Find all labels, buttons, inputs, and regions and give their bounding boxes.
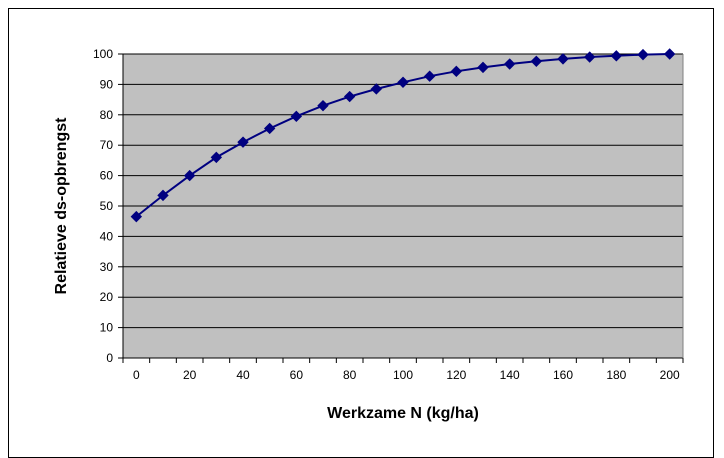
data-point-marker bbox=[503, 58, 516, 70]
data-point-marker bbox=[583, 51, 596, 63]
y-tick-label: 40 bbox=[100, 229, 114, 243]
y-axis-title: Relatieve ds-opbrengst bbox=[53, 117, 70, 295]
y-tick-label: 60 bbox=[100, 169, 114, 183]
data-point-marker bbox=[610, 50, 623, 62]
x-tick-label: 20 bbox=[183, 368, 197, 382]
y-tick-label: 30 bbox=[100, 260, 114, 274]
data-point-marker bbox=[183, 169, 196, 182]
x-tick-label: 40 bbox=[236, 368, 250, 382]
data-point-marker bbox=[557, 53, 569, 65]
y-tick-labels: 0 10 20 30 40 50 60 70 80 90 100 bbox=[93, 47, 113, 365]
y-tick-label: 70 bbox=[100, 138, 114, 152]
y-tick-label: 0 bbox=[106, 351, 113, 365]
x-tick-label: 120 bbox=[446, 368, 466, 382]
data-point-marker bbox=[317, 99, 329, 112]
data-point-marker bbox=[210, 151, 223, 164]
y-tick-label: 20 bbox=[100, 290, 114, 304]
y-tick-label: 80 bbox=[100, 108, 114, 122]
y-tick-label: 90 bbox=[100, 77, 114, 91]
x-tick-label: 80 bbox=[343, 368, 357, 382]
x-tick-label: 100 bbox=[393, 368, 413, 382]
data-point-marker bbox=[637, 48, 649, 61]
y-tick-label: 50 bbox=[100, 199, 114, 213]
x-tick-label: 0 bbox=[133, 368, 140, 382]
data-point-marker bbox=[290, 110, 303, 123]
data-point-marker bbox=[530, 55, 543, 68]
x-tick-label: 160 bbox=[553, 368, 573, 382]
data-point-marker bbox=[663, 48, 676, 60]
data-point-marker bbox=[343, 90, 356, 103]
data-point-marker bbox=[397, 76, 409, 88]
y-tick-label: 10 bbox=[100, 321, 114, 335]
series-markers bbox=[130, 48, 676, 223]
data-point-marker bbox=[477, 61, 489, 74]
data-point-marker bbox=[450, 65, 463, 78]
data-point-marker bbox=[423, 70, 436, 82]
gridlines bbox=[123, 53, 683, 329]
x-axis-title: Werkzame N (kg/ha) bbox=[327, 405, 479, 422]
x-tick-label: 60 bbox=[290, 368, 304, 382]
data-point-marker bbox=[237, 136, 249, 148]
x-tick-label: 140 bbox=[500, 368, 520, 382]
x-tick-label: 180 bbox=[606, 368, 626, 382]
data-point-marker bbox=[157, 189, 169, 202]
y-tick-label: 100 bbox=[93, 47, 113, 61]
axes bbox=[118, 53, 684, 363]
x-tick-label: 200 bbox=[660, 368, 680, 382]
data-point-marker bbox=[370, 83, 383, 95]
data-point-marker bbox=[130, 210, 143, 223]
x-tick-labels: 0 20 40 60 80 100 120 140 160 180 200 bbox=[133, 368, 680, 382]
data-point-marker bbox=[263, 122, 276, 135]
